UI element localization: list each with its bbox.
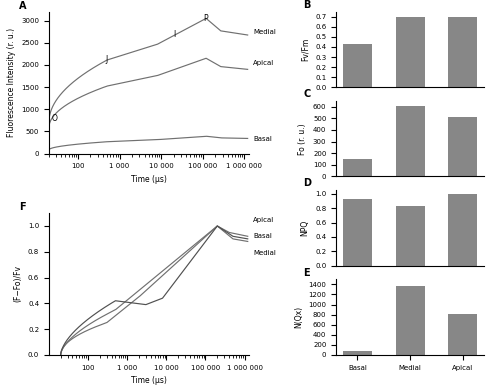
Text: A: A: [19, 1, 26, 11]
X-axis label: Time (μs): Time (μs): [131, 175, 166, 184]
Text: Medial: Medial: [253, 28, 275, 35]
Text: Basal: Basal: [253, 233, 271, 239]
Bar: [342, 44, 371, 87]
Text: D: D: [303, 178, 311, 188]
Text: Basal: Basal: [253, 136, 271, 142]
Y-axis label: Fo (r. u.): Fo (r. u.): [298, 123, 307, 154]
Text: C: C: [303, 89, 310, 99]
Text: O: O: [51, 114, 57, 123]
Text: P: P: [203, 14, 207, 23]
Text: E: E: [303, 268, 309, 278]
Bar: [447, 17, 476, 87]
Bar: [447, 194, 476, 266]
Bar: [395, 17, 424, 87]
Bar: [395, 286, 424, 355]
Text: B: B: [303, 0, 310, 10]
Text: Medial: Medial: [253, 250, 275, 256]
Y-axis label: N(Qx): N(Qx): [293, 306, 302, 328]
Y-axis label: Fv/Fm: Fv/Fm: [300, 38, 309, 61]
Text: J: J: [105, 55, 107, 64]
Bar: [342, 159, 371, 177]
Text: Apical: Apical: [253, 60, 274, 66]
Y-axis label: (F−Fo)/Fv: (F−Fo)/Fv: [13, 266, 22, 303]
X-axis label: Time (μs): Time (μs): [131, 376, 166, 385]
Text: I: I: [173, 30, 176, 39]
Y-axis label: Fluorescence Intensity (r. u.): Fluorescence Intensity (r. u.): [7, 28, 16, 137]
Bar: [447, 314, 476, 355]
Bar: [342, 351, 371, 355]
Text: F: F: [19, 202, 25, 212]
Bar: [395, 106, 424, 177]
Bar: [395, 206, 424, 266]
Bar: [447, 117, 476, 177]
Y-axis label: NPQ: NPQ: [300, 220, 309, 236]
Text: Apical: Apical: [253, 217, 274, 223]
Bar: [342, 199, 371, 266]
